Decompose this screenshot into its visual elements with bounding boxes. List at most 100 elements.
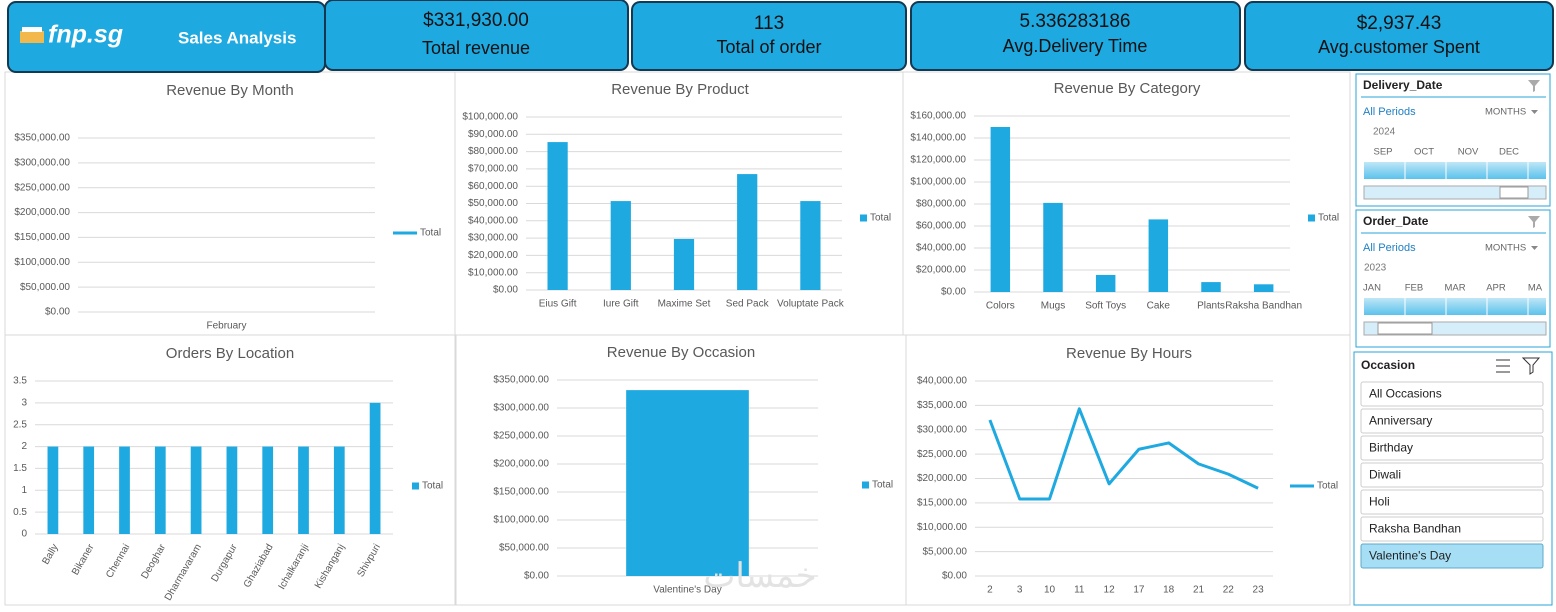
bar	[547, 142, 568, 290]
chart: Revenue By Hours $0.00 $5,000.00 $10,000.00…	[917, 345, 1338, 596]
month-label: JAN	[1363, 283, 1381, 294]
x-tick-label: 23	[1253, 585, 1265, 596]
clear-filter-icon[interactable]	[1528, 216, 1540, 228]
y-tick-label: $350,000.00	[14, 133, 70, 144]
chart: Revenue By Month $0.00 $50,000.00 $100,000.…	[14, 82, 441, 332]
y-tick-label: 3.5	[13, 376, 27, 387]
clear-filter-icon[interactable]	[1521, 357, 1541, 375]
slicer-item[interactable]	[1360, 516, 1544, 542]
x-tick-label: 12	[1104, 585, 1116, 596]
y-tick-label: $160,000.00	[910, 111, 966, 122]
y-tick-label: $80,000.00	[916, 199, 966, 210]
month-label: APR	[1486, 283, 1506, 294]
slicer-item[interactable]	[1360, 543, 1544, 569]
x-tick-label: 17	[1133, 585, 1145, 596]
slicer-item-label[interactable]: Holi	[1369, 495, 1390, 509]
timeline-bar[interactable]	[1364, 298, 1546, 315]
chart: Revenue By Category $0.00 $20,000.00 $40,00…	[910, 80, 1339, 312]
bar	[1043, 202, 1063, 292]
y-tick-label: $300,000.00	[493, 403, 549, 414]
slicer-item[interactable]	[1360, 381, 1544, 407]
y-tick-label: $20,000.00	[917, 473, 967, 484]
x-tick-label: Cake	[1147, 301, 1171, 312]
y-tick-label: $0.00	[942, 571, 967, 582]
period-link[interactable]: All Periods	[1363, 106, 1416, 118]
period-link[interactable]: All Periods	[1363, 242, 1416, 254]
y-tick-label: $150,000.00	[14, 232, 70, 243]
kpi-value: $2,937.43	[1357, 13, 1442, 34]
y-tick-label: $30,000.00	[917, 424, 967, 435]
kpi-card	[910, 1, 1241, 71]
slicer-item-label[interactable]: All Occasions	[1369, 387, 1442, 401]
watermark: خمسات	[703, 557, 816, 595]
bar	[83, 446, 95, 534]
month-label: DEC	[1499, 147, 1519, 158]
y-tick-label: 0.5	[13, 507, 27, 518]
y-tick-label: $60,000.00	[468, 181, 518, 192]
kpi-label: Total revenue	[422, 38, 530, 58]
y-tick-label: $0.00	[45, 307, 70, 318]
month-label: FEB	[1405, 283, 1423, 294]
slicer-item[interactable]	[1360, 489, 1544, 515]
bar	[990, 127, 1011, 292]
y-tick-label: $60,000.00	[916, 221, 966, 232]
logo-text: fnp.sg	[48, 21, 123, 49]
timeline-bar[interactable]	[1364, 162, 1546, 179]
slicer-item-label[interactable]: Raksha Bandhan	[1369, 522, 1461, 536]
y-tick-label: 0	[21, 529, 27, 540]
month-label: MAR	[1444, 283, 1465, 294]
kpi-card	[324, 0, 629, 71]
kpi-card	[631, 1, 907, 71]
y-tick-label: $10,000.00	[917, 522, 967, 533]
bar	[190, 446, 202, 534]
bar	[154, 446, 166, 534]
slicer-item[interactable]	[1360, 435, 1544, 461]
slicer-item-label[interactable]: Valentine's Day	[1369, 549, 1451, 563]
chart: Revenue By Occasion $0.00 $50,000.00 $100,0…	[493, 344, 893, 596]
chart-title: Revenue By Occasion	[607, 344, 755, 361]
kpi-value: 5.336283186	[1020, 11, 1131, 32]
bar	[673, 238, 695, 290]
y-tick-label: $70,000.00	[468, 164, 518, 175]
kpi-label: Total of order	[716, 37, 821, 57]
y-tick-label: $5,000.00	[923, 546, 968, 557]
slicer-item[interactable]	[1360, 408, 1544, 434]
y-tick-label: $90,000.00	[468, 129, 518, 140]
level-dropdown[interactable]: MONTHS	[1485, 107, 1526, 118]
scroll-thumb[interactable]	[1499, 186, 1529, 199]
dropdown-arrow	[1531, 246, 1538, 250]
bar	[226, 446, 238, 534]
bar	[333, 446, 345, 534]
level-dropdown[interactable]: MONTHS	[1485, 243, 1526, 254]
multi-select-icon[interactable]	[1496, 359, 1510, 373]
x-tick-label: 10	[1044, 585, 1056, 596]
x-tick-label: 3	[1017, 585, 1023, 596]
y-tick-label: $350,000.00	[493, 375, 549, 386]
kpi-label: Avg.Delivery Time	[1003, 36, 1148, 56]
month-label: MA	[1528, 283, 1543, 294]
slicer-item-label[interactable]: Anniversary	[1369, 414, 1432, 428]
clear-filter-icon[interactable]	[1528, 80, 1540, 92]
bar	[369, 402, 381, 534]
y-tick-label: $40,000.00	[916, 243, 966, 254]
y-tick-label: $100,000.00	[910, 177, 966, 188]
slicer-item-label[interactable]: Diwali	[1369, 468, 1401, 482]
slicer-item-label[interactable]: Birthday	[1369, 441, 1413, 455]
x-tick-label: Colors	[986, 301, 1015, 312]
kpi-label: Avg.customer Spent	[1318, 37, 1480, 57]
x-tick-label: Eius Gift	[539, 299, 577, 310]
gift-box	[20, 31, 44, 43]
slicer-item[interactable]	[1360, 462, 1544, 488]
month-label: SEP	[1373, 147, 1392, 158]
y-tick-label: $250,000.00	[493, 431, 549, 442]
scroll-thumb[interactable]	[1377, 322, 1433, 335]
y-tick-label: 1	[21, 485, 27, 496]
y-tick-label: $80,000.00	[468, 146, 518, 157]
x-tick-label: Sed Pack	[726, 299, 770, 310]
y-tick-label: $100,000.00	[493, 515, 549, 526]
bar	[119, 446, 130, 534]
y-tick-label: $25,000.00	[917, 449, 967, 460]
y-tick-label: $20,000.00	[916, 265, 966, 276]
header-title: Sales Analysis	[178, 28, 296, 47]
